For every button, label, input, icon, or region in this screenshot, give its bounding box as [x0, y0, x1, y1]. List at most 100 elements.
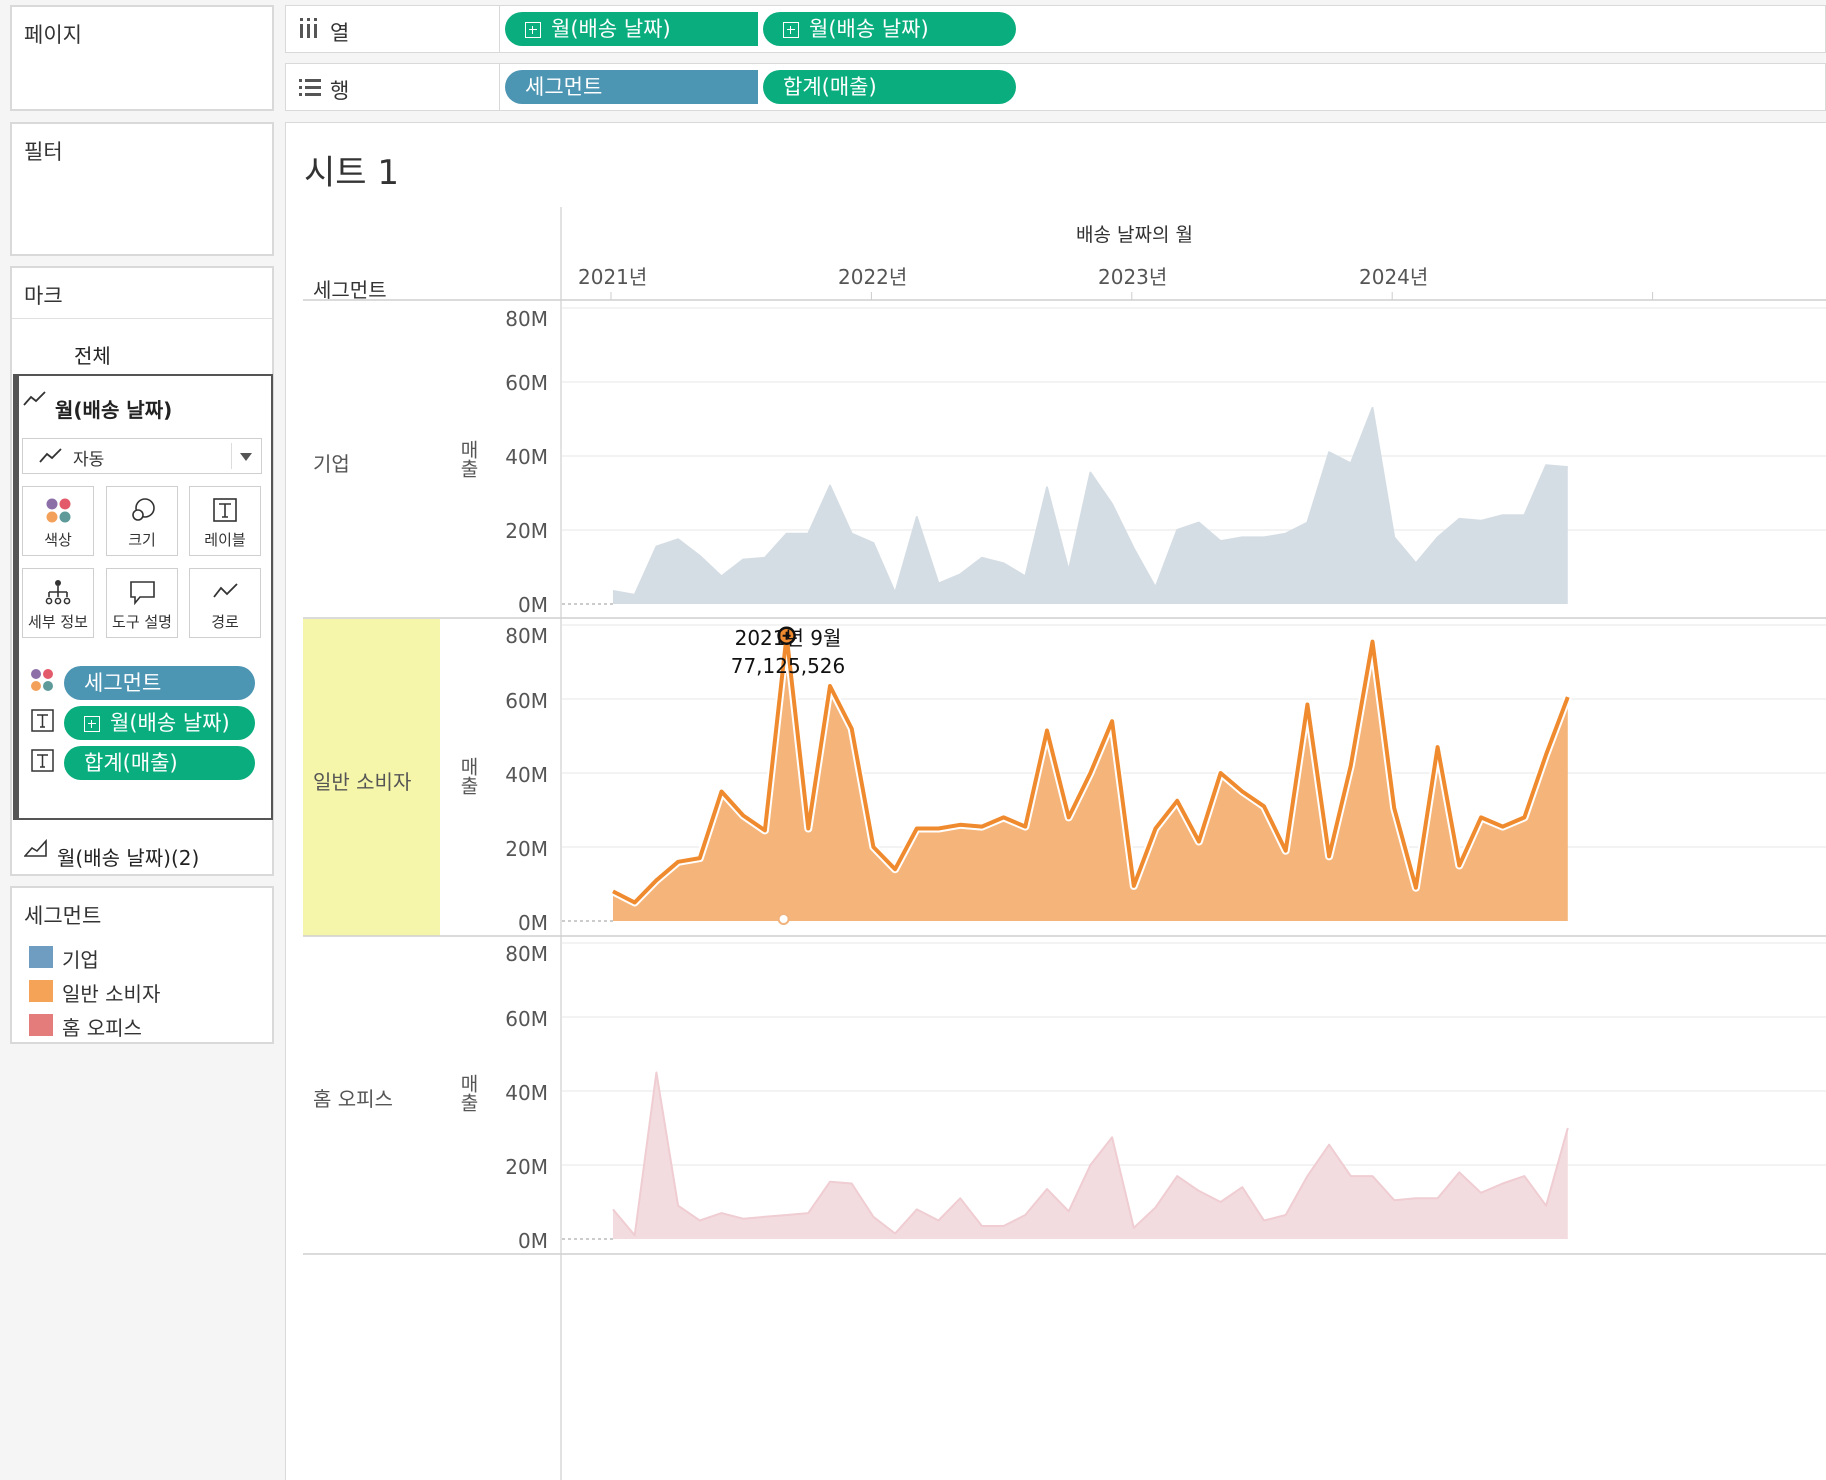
- y-tick-label: 0M: [518, 1229, 548, 1253]
- detail-button-label: 세부 정보: [28, 613, 88, 631]
- y-tick-label: 40M: [505, 1081, 548, 1105]
- legend-item-label: 홈 오피스: [62, 1016, 142, 1040]
- columns-pill-label: 월(배송 날짜): [551, 17, 671, 41]
- filters-card-title: 필터: [24, 140, 63, 164]
- tooltip-button-label: 도구 설명: [112, 613, 172, 631]
- y-tick-label: 0M: [518, 911, 548, 935]
- selected-segment-highlight[interactable]: [303, 619, 440, 936]
- y-tick-label: 40M: [505, 445, 548, 469]
- color-icon: [46, 498, 71, 523]
- rows-pill-label: 합계(매출): [783, 75, 877, 99]
- year-label: 2022년: [838, 265, 908, 289]
- tooltip-icon: [130, 581, 155, 606]
- rows-shelf-label: 행: [330, 79, 350, 103]
- filters-card[interactable]: 필터: [10, 122, 274, 256]
- rows-pill-label: 세그먼트: [525, 75, 603, 99]
- text-label-icon: [213, 498, 237, 522]
- pages-card-title: 페이지: [24, 23, 82, 47]
- marks-month-pill[interactable]: 월(배송 날짜): [64, 706, 255, 740]
- y-tick-label: 60M: [505, 689, 548, 713]
- marks-all-tab[interactable]: 전체: [74, 344, 111, 368]
- segment-label-home-office[interactable]: 홈 오피스: [313, 1087, 393, 1111]
- legend-item-label: 기업: [62, 948, 99, 972]
- sales-axis-label: 매출: [457, 1074, 479, 1112]
- label-button-label: 레이블: [204, 531, 246, 549]
- y-tick-label: 80M: [505, 307, 548, 331]
- text-field-icon-2: [31, 749, 54, 772]
- columns-shelf-label: 열: [330, 21, 350, 45]
- marks-sales-pill[interactable]: 합계(매출): [64, 746, 255, 780]
- chevron-down-icon: [240, 453, 252, 461]
- marks-card: 마크 전체 월(배송 날짜) 자동 색상 크기 레이블: [10, 266, 274, 876]
- year-label: 2021년: [578, 265, 648, 289]
- marks-month-pill-label: 월(배송 날짜): [110, 711, 230, 735]
- marks-segment-pill[interactable]: 세그먼트: [64, 666, 255, 700]
- legend-swatch: [29, 980, 53, 1002]
- year-label: 2023년: [1098, 265, 1168, 289]
- legend-swatch: [29, 1014, 53, 1036]
- legend-swatch: [29, 946, 53, 968]
- y-tick-label: 80M: [505, 624, 548, 648]
- marks-divider: [12, 318, 272, 319]
- col-header-title: 배송 날짜의 월: [1076, 224, 1193, 246]
- columns-month-pill-2[interactable]: 월(배송 날짜): [763, 12, 1016, 46]
- tooltip-button[interactable]: 도구 설명: [106, 568, 178, 638]
- segment-label-corporate[interactable]: 기업: [313, 452, 350, 476]
- path-button-label: 경로: [211, 613, 239, 631]
- pages-card[interactable]: 페이지: [10, 5, 274, 111]
- rows-icon: [298, 77, 322, 101]
- legend-card: 세그먼트 기업 일반 소비자 홈 오피스: [10, 886, 274, 1044]
- color-button[interactable]: 색상: [22, 486, 94, 556]
- mark-type-line-icon: [39, 447, 63, 469]
- columns-icon: [298, 16, 320, 44]
- marks-layer-title[interactable]: 월(배송 날짜): [55, 398, 173, 422]
- expand-square-icon: [783, 22, 799, 38]
- mark-type-dropdown[interactable]: 자동: [22, 438, 262, 474]
- y-tick-label: 60M: [505, 1007, 548, 1031]
- sheet-title: 시트 1: [304, 153, 399, 193]
- y-tick-label: 80M: [505, 942, 548, 966]
- expand-square-icon: [84, 716, 100, 732]
- label-button[interactable]: 레이블: [189, 486, 261, 556]
- tooltip-value: 77,125,526: [730, 654, 846, 678]
- marks-layer2-title[interactable]: 월(배송 날짜)(2): [57, 846, 200, 870]
- shelf-divider: [499, 64, 500, 110]
- detail-button[interactable]: 세부 정보: [22, 568, 94, 638]
- y-tick-label: 60M: [505, 371, 548, 395]
- line-mark-icon: [23, 390, 47, 412]
- rows-segment-pill[interactable]: 세그먼트: [505, 70, 758, 104]
- year-label: 2024년: [1359, 265, 1429, 289]
- color-field-icon: [31, 669, 53, 691]
- columns-pill-label: 월(배송 날짜): [809, 17, 929, 41]
- size-button-label: 크기: [128, 531, 156, 549]
- sales-axis-label: 매출: [457, 757, 479, 795]
- area-mark-icon: [23, 838, 48, 862]
- marks-layer-panel: 월(배송 날짜) 자동 색상 크기 레이블 세부 정보 도구 설: [13, 374, 273, 820]
- marks-card-title: 마크: [24, 284, 63, 308]
- path-icon: [213, 583, 238, 598]
- expand-square-icon: [525, 22, 541, 38]
- marks-segment-pill-label: 세그먼트: [84, 671, 162, 695]
- tooltip-date: 2021년 9월: [734, 626, 842, 650]
- size-icon: [132, 498, 155, 521]
- y-tick-label: 20M: [505, 837, 548, 861]
- y-tick-label: 20M: [505, 519, 548, 543]
- row-header-title: 세그먼트: [313, 278, 387, 302]
- y-tick-label: 0M: [518, 593, 548, 617]
- columns-month-pill-1[interactable]: 월(배송 날짜): [505, 12, 758, 46]
- sales-axis-label: 매출: [457, 440, 479, 478]
- tooltip-annotation: 2021년 9월 77,125,526: [718, 624, 858, 680]
- legend-item-label: 일반 소비자: [62, 982, 161, 1006]
- text-field-icon: [31, 709, 54, 732]
- mark-type-value: 자동: [73, 450, 105, 470]
- size-button[interactable]: 크기: [106, 486, 178, 556]
- dropdown-separator: [231, 443, 232, 469]
- legend-title: 세그먼트: [24, 904, 102, 928]
- hierarchy-icon: [45, 580, 71, 605]
- color-button-label: 색상: [44, 531, 72, 549]
- path-button[interactable]: 경로: [189, 568, 261, 638]
- shelf-divider: [499, 6, 500, 52]
- y-tick-label: 40M: [505, 763, 548, 787]
- segment-label-consumer[interactable]: 일반 소비자: [313, 770, 412, 794]
- rows-sales-pill[interactable]: 합계(매출): [763, 70, 1016, 104]
